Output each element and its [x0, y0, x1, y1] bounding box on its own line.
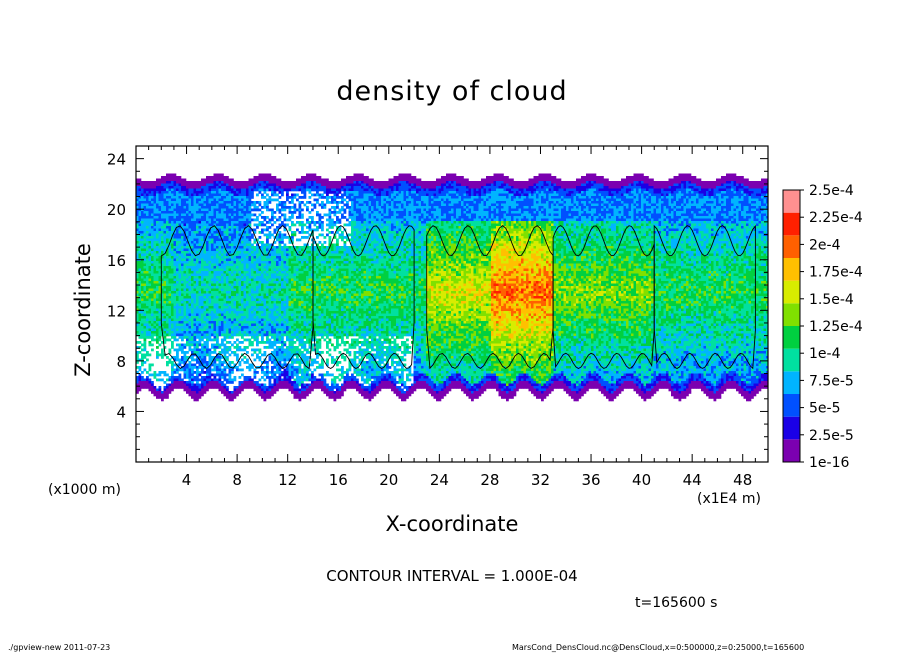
x-tick-label: 48 — [733, 471, 752, 489]
colorbar-label: 7.5e-5 — [809, 373, 854, 389]
y-tick-label: 8 — [116, 353, 126, 371]
x-tick-label: 24 — [430, 471, 449, 489]
colorbar-swatch — [783, 303, 800, 326]
colorbar-label: 2.5e-4 — [809, 183, 854, 199]
colorbar-swatch — [783, 417, 800, 440]
y-tick-label: 12 — [107, 302, 126, 320]
colorbar-swatch — [783, 281, 800, 304]
colorbar-swatch — [783, 326, 800, 349]
x-tick-label: 40 — [632, 471, 651, 489]
colorbar-swatch — [783, 190, 800, 213]
colorbar-label: 1e-16 — [809, 455, 849, 471]
colorbar-label: 1.5e-4 — [809, 292, 854, 308]
colorbar-swatch — [783, 213, 800, 236]
y-tick-label: 24 — [107, 151, 126, 169]
x-tick-label: 36 — [581, 471, 600, 489]
colorbar-label: 2e-4 — [809, 237, 841, 253]
y-tick-label: 20 — [107, 201, 126, 219]
x-tick-label: 44 — [683, 471, 702, 489]
x-tick-label: 4 — [182, 471, 192, 489]
x-tick-label: 28 — [480, 471, 499, 489]
x-tick-label: 12 — [278, 471, 297, 489]
colorbar-label: 2.25e-4 — [809, 210, 863, 226]
y-tick-label: 16 — [107, 252, 126, 270]
colorbar-label: 2.5e-5 — [809, 428, 854, 444]
x-tick-label: 20 — [379, 471, 398, 489]
colorbar-swatch — [783, 235, 800, 258]
colorbar-swatch — [783, 349, 800, 372]
colorbar-swatch — [783, 439, 800, 462]
x-tick-label: 16 — [329, 471, 348, 489]
colorbar-label: 5e-5 — [809, 401, 840, 417]
colorbar-label: 1.25e-4 — [809, 319, 863, 335]
colorbar-label: 1.75e-4 — [809, 265, 863, 281]
colorbar-swatch — [783, 394, 800, 417]
colorbar-swatch — [783, 371, 800, 394]
colorbar: 1e-16 2.5e-5 5e-5 7.5e-5 1e-4 1.25e-4 1.5e-4 1.… — [783, 183, 863, 471]
x-tick-label: 32 — [531, 471, 550, 489]
colorbar-label: 1e-4 — [809, 346, 841, 362]
x-tick-label: 8 — [232, 471, 242, 489]
colorbar-swatch — [783, 258, 800, 281]
y-tick-label: 4 — [116, 403, 126, 421]
